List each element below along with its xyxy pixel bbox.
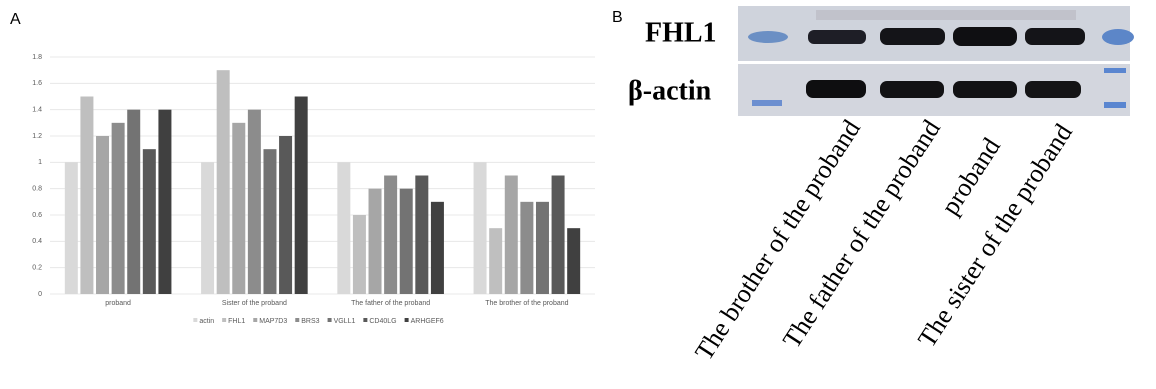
- legend-label: actin: [199, 318, 214, 325]
- legend-label: VGLL1: [334, 318, 356, 325]
- y-tick-label: 0.2: [32, 265, 42, 272]
- bar: [520, 202, 533, 294]
- y-tick-label: 0.8: [32, 186, 42, 193]
- panel-label: B: [612, 9, 623, 26]
- x-tick-label: The father of the proband: [351, 300, 430, 307]
- x-tick-label: Sister of the proband: [222, 300, 287, 307]
- legend-label: BRS3: [301, 318, 319, 325]
- bar: [489, 228, 502, 294]
- x-tick-label: The brother of the proband: [485, 300, 568, 307]
- bar: [143, 149, 156, 294]
- bar: [201, 162, 214, 294]
- legend-swatch: [253, 318, 257, 322]
- y-tick-label: 1.4: [32, 107, 42, 114]
- y-tick-label: 1.6: [32, 80, 42, 87]
- legend-swatch: [363, 318, 367, 322]
- bar: [400, 189, 413, 294]
- bar: [474, 162, 487, 294]
- legend-label: CD40LG: [369, 318, 396, 325]
- figure: A B FHL1 β-actin The brother of the prob…: [0, 0, 1156, 389]
- y-tick-label: 0: [38, 291, 42, 298]
- bar: [505, 176, 518, 295]
- bar: [353, 215, 366, 294]
- bar: [158, 110, 171, 294]
- bar: [431, 202, 444, 294]
- bar: [232, 123, 245, 294]
- bar: [65, 162, 78, 294]
- legend-label: FHL1: [228, 318, 245, 325]
- legend-swatch: [405, 318, 409, 322]
- blot-lane-label: The father of the proband: [777, 115, 946, 354]
- bar: [279, 136, 292, 294]
- bar: [536, 202, 549, 294]
- bar: [552, 176, 565, 295]
- legend-swatch: [193, 318, 197, 322]
- bar: [295, 97, 308, 295]
- legend-label: ARHGEF6: [411, 318, 444, 325]
- bar: [369, 189, 382, 294]
- legend-label: MAP7D3: [259, 318, 287, 325]
- blot-image: [738, 6, 1134, 116]
- bar: [263, 149, 276, 294]
- legend-swatch: [222, 318, 226, 322]
- y-tick-label: 0.6: [32, 212, 42, 219]
- x-tick-label: proband: [105, 300, 131, 307]
- bar: [127, 110, 140, 294]
- bar: [248, 110, 261, 294]
- panel-label: A: [10, 11, 21, 28]
- bar: [217, 70, 230, 294]
- blot-row-label: FHL1: [645, 17, 717, 48]
- bar: [567, 228, 580, 294]
- y-tick-label: 0.4: [32, 238, 42, 245]
- bar: [96, 136, 109, 294]
- legend-swatch: [295, 318, 299, 322]
- legend-swatch: [328, 318, 332, 322]
- y-tick-label: 1.2: [32, 133, 42, 140]
- chart: 0 0.2 0.4 0.6 0.8 1 1.2 1.4 1.6 1.8 proband Sister …: [32, 54, 595, 325]
- blot-row-label: β-actin: [628, 75, 712, 106]
- bar: [112, 123, 125, 294]
- y-tick-label: 1: [38, 159, 42, 166]
- y-tick-label: 1.8: [32, 54, 42, 61]
- bar: [337, 162, 350, 294]
- bar: [384, 176, 397, 295]
- bar: [415, 176, 428, 295]
- bar: [80, 97, 93, 295]
